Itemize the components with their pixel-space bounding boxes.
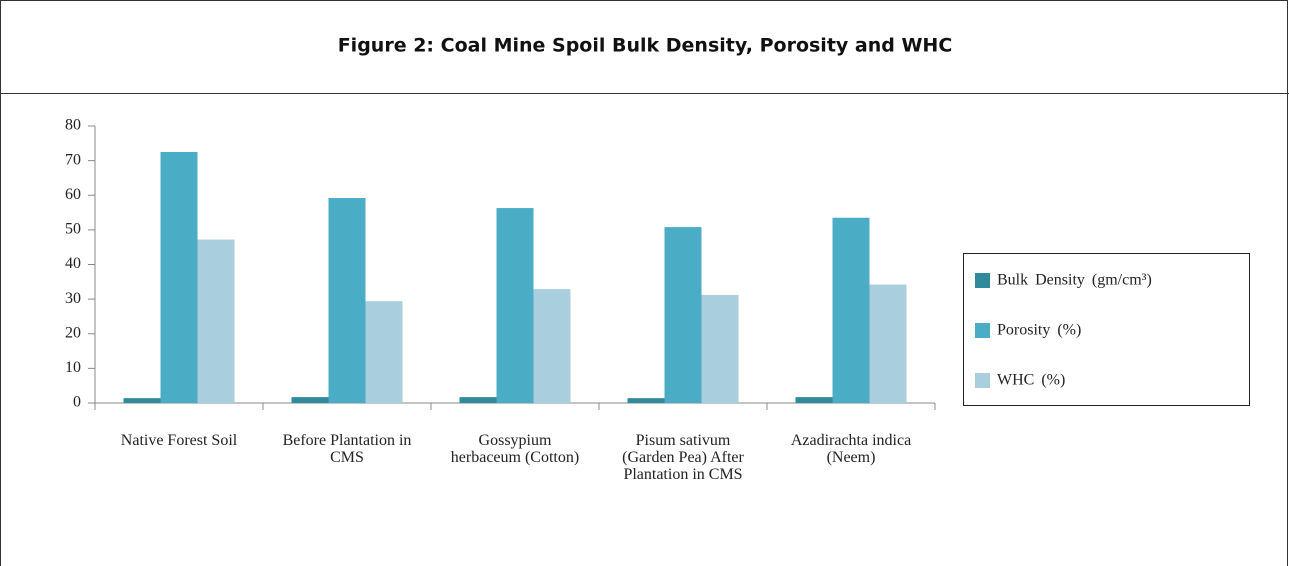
bar (160, 151, 198, 403)
y-tick-label: 80 (65, 117, 81, 134)
y-tick-label: 70 (65, 151, 81, 168)
bar (197, 239, 235, 403)
legend-swatch (975, 373, 990, 388)
bar (869, 284, 907, 403)
y-tick-label: 0 (73, 394, 81, 411)
y-tick-label: 20 (65, 324, 81, 341)
bar (795, 397, 833, 403)
legend-swatch (975, 323, 990, 338)
x-tick-label: Gossypium herbaceum (Cotton) (450, 432, 580, 466)
bar (664, 227, 702, 403)
legend-label: Bulk Density (gm/cm³) (997, 272, 1152, 289)
x-tick-label: Azadirachta indica (Neem) (790, 432, 912, 466)
bar (123, 398, 161, 403)
y-tick-label: 40 (65, 255, 81, 272)
y-tick-label: 10 (65, 359, 81, 376)
chart-title: Figure 2: Coal Mine Spoil Bulk Density, … (338, 35, 953, 57)
bar (328, 198, 366, 403)
x-tick-label: Pisum sativum (Garden Pea) After Plantat… (622, 432, 744, 483)
y-tick-label: 50 (65, 221, 81, 238)
bar (459, 397, 497, 403)
bar (496, 208, 534, 403)
bar (533, 289, 571, 403)
y-tick-label: 60 (65, 186, 81, 203)
bar (365, 301, 403, 403)
bar (291, 397, 329, 403)
legend-label: WHC (%) (997, 372, 1065, 389)
bar (627, 398, 665, 403)
legend-swatch (975, 273, 990, 288)
bar (832, 217, 870, 403)
x-tick-label: Native Forest Soil (120, 432, 238, 449)
legend-label: Porosity (%) (997, 322, 1081, 339)
bar (701, 294, 739, 403)
legend-box (963, 253, 1250, 406)
x-tick-label: Before Plantation in CMS (282, 432, 412, 466)
y-tick-label: 30 (65, 290, 81, 307)
